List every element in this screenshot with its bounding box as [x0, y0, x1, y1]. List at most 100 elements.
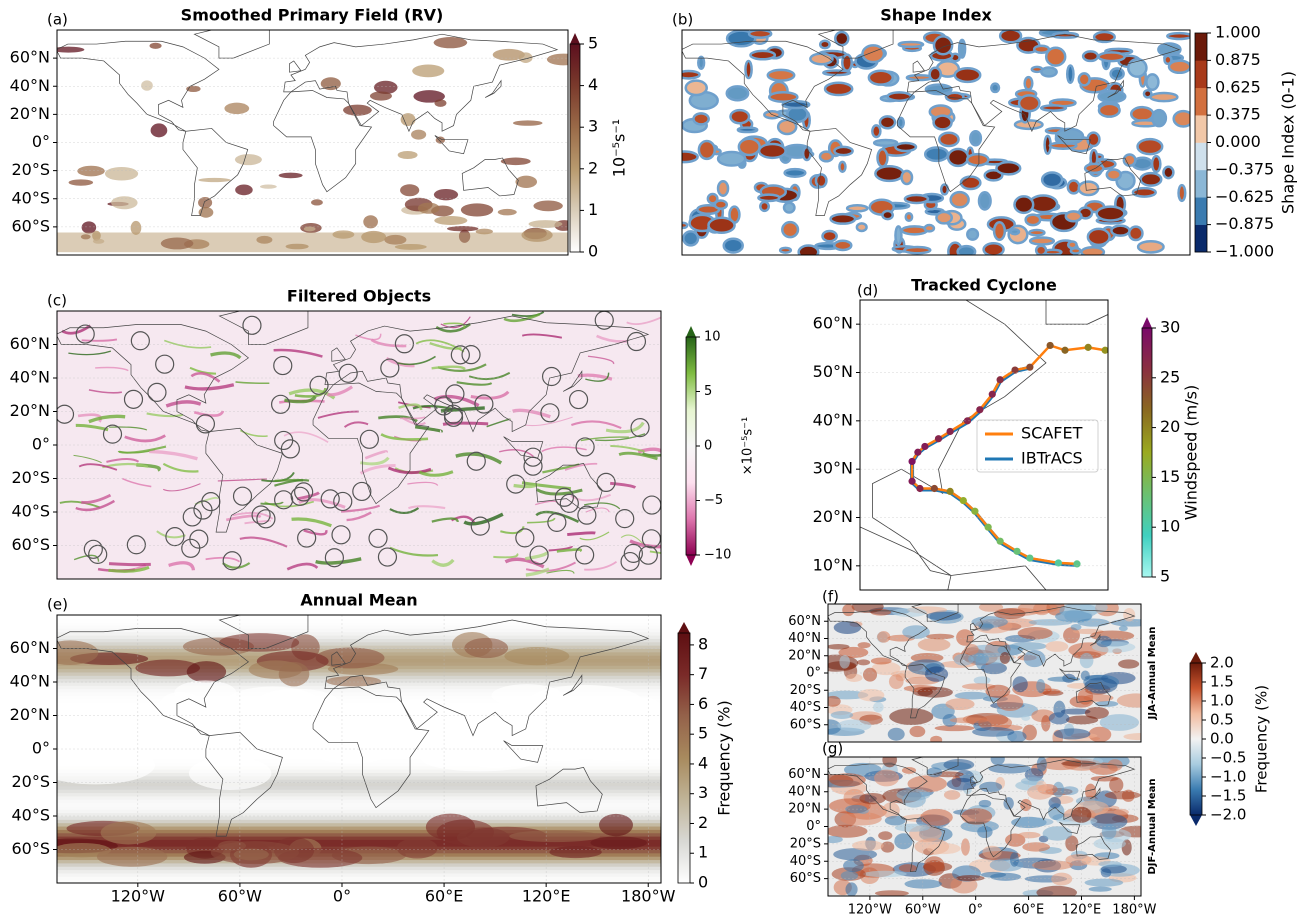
coastline — [205, 731, 283, 837]
field-streak — [525, 567, 550, 577]
object-circle — [623, 543, 643, 563]
field-patch — [862, 667, 878, 682]
field-patch — [373, 80, 398, 95]
field-patch — [920, 808, 953, 826]
field-patch — [518, 52, 533, 63]
field-streak — [605, 421, 645, 434]
field-patch — [1163, 54, 1173, 66]
x-tick-label: 120°W — [848, 903, 892, 915]
field-patch — [1031, 860, 1073, 871]
field-patch — [988, 763, 1031, 774]
field-patch — [1095, 205, 1126, 222]
track-point — [934, 435, 943, 443]
field-streak — [468, 371, 511, 381]
coastline — [503, 436, 544, 459]
track-point — [1061, 346, 1069, 354]
field-streak — [400, 416, 426, 420]
field-patch — [141, 80, 153, 91]
colorbar-tick-label: −0.375 — [1215, 159, 1274, 178]
object-circle — [251, 505, 271, 525]
field-patch — [57, 842, 111, 858]
track-point — [1026, 363, 1034, 371]
field-patch — [219, 633, 300, 652]
track-point — [1011, 366, 1019, 374]
side-label: DJF-Annual Mean — [1147, 778, 1158, 874]
axes-frame — [859, 299, 1109, 591]
y-tick-label: 20°N — [10, 705, 50, 724]
field-patch — [1044, 46, 1067, 67]
field-patch — [943, 759, 975, 771]
panel-label: (c) — [47, 292, 67, 310]
field-streak — [584, 502, 621, 510]
field-patch — [870, 657, 892, 665]
y-tick-label: 50°N — [813, 362, 853, 381]
field-band — [57, 232, 568, 253]
colorbar-tick-label: 7 — [698, 664, 708, 683]
panel-label: (f) — [822, 588, 839, 606]
field-patch — [909, 725, 926, 738]
coastline — [1059, 668, 1081, 681]
field-patch — [1039, 757, 1082, 771]
field-patch — [830, 711, 854, 719]
field-patch — [1088, 726, 1112, 742]
field-streak — [546, 569, 575, 574]
field-patch — [856, 659, 871, 666]
field-patch — [135, 659, 200, 677]
field-streak — [168, 561, 196, 571]
field-patch — [716, 150, 747, 167]
field-patch — [1054, 127, 1085, 145]
track-point — [1054, 559, 1062, 567]
field-band — [57, 695, 661, 700]
field-patch — [1098, 860, 1122, 868]
colorbar-tick-label: 0.375 — [1215, 105, 1261, 124]
field-streak — [75, 499, 116, 512]
field-streak — [260, 501, 284, 505]
field-patch — [828, 695, 841, 707]
field-streak — [88, 389, 122, 394]
y-tick-label: 40°S — [790, 854, 821, 869]
object-circle — [352, 481, 372, 502]
coastline — [312, 382, 430, 505]
field-band — [57, 765, 661, 770]
field-patch — [569, 737, 661, 758]
colorbar-frame — [569, 43, 581, 253]
field-band — [57, 615, 661, 619]
field-patch — [194, 716, 255, 745]
field-patch — [1136, 240, 1165, 254]
colorbar-segment — [1195, 224, 1207, 253]
field-patch — [460, 203, 494, 217]
field-patch — [923, 146, 950, 163]
colorbar-tick-label: 0.000 — [1215, 132, 1261, 151]
field-patch — [1151, 108, 1168, 128]
field-patch — [822, 69, 852, 77]
colorbar-segment — [1195, 197, 1207, 225]
field-patch — [1123, 733, 1141, 741]
coastline — [535, 463, 603, 510]
field-streak — [235, 381, 270, 385]
field-streak — [298, 498, 346, 509]
field-patch — [881, 209, 894, 221]
coastline — [1090, 787, 1101, 800]
field-patch — [716, 179, 730, 197]
field-patch — [855, 222, 868, 233]
field-streak — [273, 348, 323, 358]
object-circle — [320, 489, 340, 509]
field-band — [57, 621, 661, 626]
object-circle — [575, 545, 595, 565]
object-circle — [630, 418, 650, 438]
colorbar-tick-label: 10 — [1160, 517, 1180, 536]
field-streak — [68, 350, 112, 356]
object-circle — [102, 424, 123, 444]
field-patch — [828, 835, 843, 844]
field-patch — [1048, 797, 1061, 809]
field-patch — [959, 175, 982, 191]
y-tick-label: 60°S — [790, 717, 821, 732]
legend-label: SCAFET — [1021, 424, 1083, 443]
axes-frame — [56, 614, 662, 884]
field-patch — [935, 210, 954, 225]
field-patch — [150, 123, 168, 138]
field-streak — [378, 415, 418, 423]
field-streak — [595, 433, 646, 442]
colorbar-tick-label: −10 — [704, 548, 731, 563]
coastline — [966, 759, 1136, 821]
